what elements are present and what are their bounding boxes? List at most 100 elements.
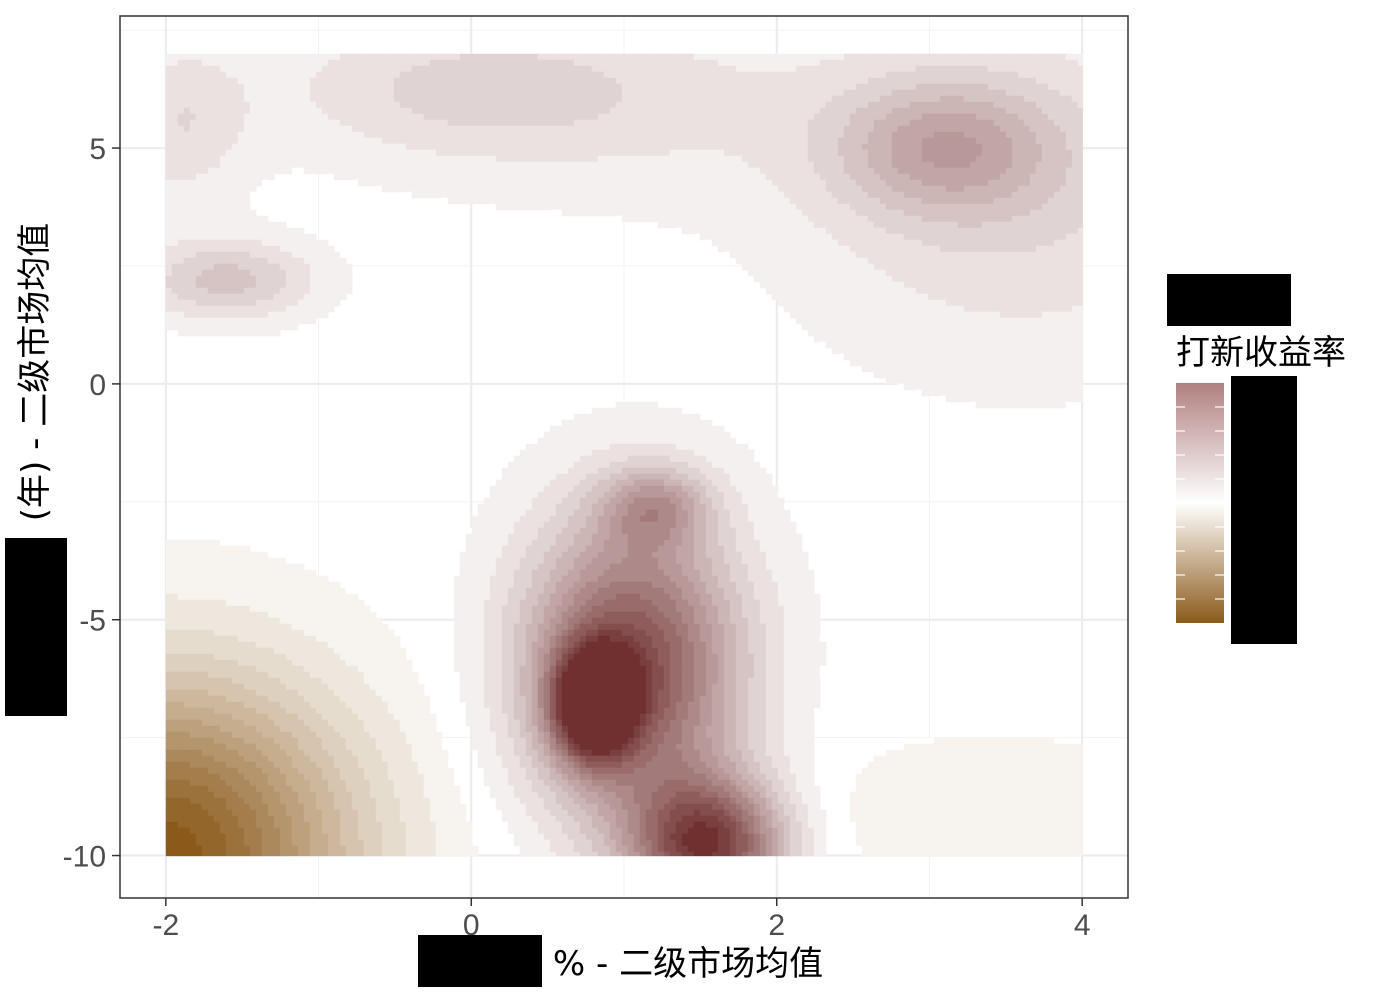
contour-cell — [195, 239, 203, 247]
contour-cell — [525, 101, 533, 109]
contour-cell — [633, 119, 641, 127]
contour-cell — [1017, 167, 1025, 175]
contour-cell — [375, 107, 383, 115]
contour-cell — [495, 113, 503, 121]
contour-cell — [945, 131, 953, 139]
contour-cell — [717, 83, 725, 91]
contour-cell — [441, 101, 449, 109]
contour-cell — [1053, 203, 1061, 211]
contour-cell — [591, 209, 599, 217]
contour-cell — [867, 155, 875, 163]
contour-cell — [603, 101, 611, 109]
contour-cell — [603, 83, 611, 91]
contour-cell — [519, 197, 527, 205]
contour-cell — [633, 155, 641, 163]
contour-cell — [417, 71, 425, 79]
contour-cell — [1017, 65, 1025, 73]
contour-cell — [555, 113, 563, 121]
contour-cell — [921, 101, 929, 109]
contour-cell — [963, 251, 971, 259]
contour-cell — [753, 101, 761, 109]
contour-cell — [369, 77, 377, 85]
contour-cell — [1023, 101, 1031, 109]
contour-cell — [303, 77, 311, 85]
contour-cell — [951, 65, 959, 73]
contour-cell — [1011, 203, 1019, 211]
contour-cell — [207, 77, 215, 85]
contour-cell — [321, 113, 329, 121]
contour-cell — [897, 203, 905, 211]
contour-cell — [903, 203, 911, 211]
contour-cell — [1011, 263, 1019, 271]
contour-cell — [765, 143, 773, 151]
contour-cell — [1077, 155, 1083, 163]
contour-cell — [855, 125, 863, 133]
contour-cell — [849, 149, 857, 157]
contour-cell — [699, 209, 707, 217]
contour-cell — [987, 101, 995, 109]
contour-cell — [867, 95, 875, 103]
contour-cell — [879, 89, 887, 97]
contour-cell — [753, 197, 761, 205]
contour-cell — [579, 137, 587, 145]
contour-cell — [249, 131, 257, 139]
contour-cell — [1071, 185, 1079, 193]
contour-cell — [267, 119, 275, 127]
contour-cell — [861, 227, 869, 235]
contour-cell — [519, 155, 527, 163]
contour-cell — [891, 281, 899, 289]
contour-cell — [873, 167, 881, 175]
contour-cell — [507, 203, 515, 211]
contour-cell — [339, 77, 347, 85]
contour-cell — [951, 95, 959, 103]
contour-cell — [891, 59, 899, 67]
contour-cell — [573, 185, 581, 193]
contour-cell — [489, 149, 497, 157]
contour-cell — [513, 161, 521, 169]
contour-cell — [261, 137, 269, 145]
contour-cell — [687, 209, 695, 217]
contour-cell — [459, 155, 467, 163]
contour-cell — [753, 269, 761, 277]
contour-cell — [1059, 161, 1067, 169]
contour-cell — [939, 155, 947, 163]
contour-cell — [273, 161, 281, 169]
contour-cell — [903, 113, 911, 121]
contour-cell — [483, 167, 491, 175]
contour-cell — [765, 251, 773, 259]
contour-cell — [783, 167, 791, 175]
contour-cell — [1017, 131, 1025, 139]
contour-cell — [435, 83, 443, 91]
contour-cell — [843, 191, 851, 199]
contour-cell — [855, 113, 863, 121]
contour-cell — [237, 53, 245, 61]
contour-cell — [885, 227, 893, 235]
contour-cell — [1035, 59, 1043, 67]
contour-cell — [243, 77, 251, 85]
contour-cell — [195, 77, 203, 85]
contour-cell — [291, 95, 299, 103]
contour-cell — [819, 281, 827, 289]
contour-cell — [987, 65, 995, 73]
contour-cell — [501, 179, 509, 187]
contour-cell — [501, 131, 509, 139]
contour-cell — [1029, 65, 1037, 73]
contour-cell — [555, 101, 563, 109]
contour-cell — [819, 203, 827, 211]
contour-cell — [885, 113, 893, 121]
contour-cell — [789, 263, 797, 271]
contour-cell — [1005, 275, 1013, 283]
contour-cell — [843, 83, 851, 91]
contour-cell — [675, 107, 683, 115]
contour-cell — [519, 203, 527, 211]
contour-cell — [771, 209, 779, 217]
contour-cell — [993, 95, 1001, 103]
contour-cell — [225, 155, 233, 163]
contour-cell — [567, 89, 575, 97]
contour-cell — [429, 53, 437, 61]
contour-cell — [891, 185, 899, 193]
contour-cell — [753, 149, 761, 157]
contour-cell — [537, 143, 545, 151]
contour-cell — [735, 65, 743, 73]
contour-cell — [309, 167, 317, 175]
